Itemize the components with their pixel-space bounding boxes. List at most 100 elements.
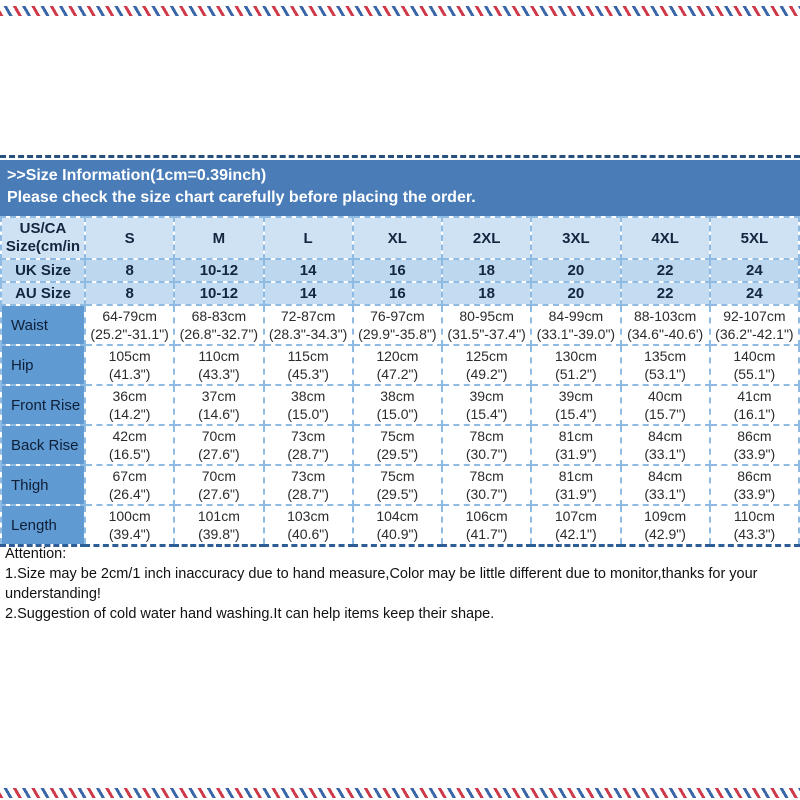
length-label: Length bbox=[0, 504, 86, 547]
back-rise-value: 70cm (27.6") bbox=[173, 424, 265, 466]
length-value: 104cm (40.9") bbox=[351, 504, 444, 547]
au-size-value: 18 bbox=[440, 281, 533, 306]
hip-value: 140cm (55.1") bbox=[708, 344, 800, 386]
length-value: 109cm (42.9") bbox=[619, 504, 711, 547]
size-system-line2: Size(cm/in bbox=[5, 238, 81, 255]
stitch-divider-top bbox=[0, 155, 800, 158]
waist-row: Waist 64-79cm (25.2"-31.1") 68-83cm (26.… bbox=[0, 304, 800, 346]
hip-value: 115cm (45.3") bbox=[262, 344, 354, 386]
size-header-row: US/CA Size(cm/in S M L XL 2XL 3XL 4XL 5X… bbox=[0, 216, 800, 260]
size-chart-table: US/CA Size(cm/in S M L XL 2XL 3XL 4XL 5X… bbox=[0, 216, 800, 547]
front-rise-value: 38cm (15.0") bbox=[262, 384, 354, 426]
length-value: 107cm (42.1") bbox=[530, 504, 622, 547]
banner-title: >>Size Information(1cm=0.39inch) bbox=[7, 167, 267, 184]
au-size-value: 10-12 bbox=[173, 281, 265, 306]
uk-size-value: 10-12 bbox=[173, 258, 265, 283]
au-size-value: 22 bbox=[619, 281, 711, 306]
hip-value: 110cm (43.3") bbox=[173, 344, 265, 386]
size-col-header: S bbox=[83, 216, 176, 260]
length-value: 101cm (39.8") bbox=[173, 504, 265, 547]
waist-value: 76-97cm (29.9"-35.8") bbox=[351, 304, 444, 346]
back-rise-row: Back Rise 42cm (16.5") 70cm (27.6") 73cm… bbox=[0, 424, 800, 466]
front-rise-row: Front Rise 36cm (14.2") 37cm (14.6") 38c… bbox=[0, 384, 800, 426]
decorative-stitch-border-bottom bbox=[0, 788, 800, 798]
decorative-stitch-border-top bbox=[0, 6, 800, 16]
size-system-header-cell: US/CA Size(cm/in bbox=[0, 216, 86, 260]
size-col-header: 4XL bbox=[619, 216, 711, 260]
uk-size-label: UK Size bbox=[0, 258, 86, 283]
uk-size-value: 16 bbox=[351, 258, 444, 283]
hip-value: 105cm (41.3") bbox=[83, 344, 176, 386]
length-row: Length 100cm (39.4") 101cm (39.8") 103cm… bbox=[0, 504, 800, 547]
uk-size-value: 24 bbox=[708, 258, 800, 283]
thigh-value: 73cm (28.7") bbox=[262, 464, 354, 506]
thigh-value: 67cm (26.4") bbox=[83, 464, 176, 506]
thigh-label: Thigh bbox=[0, 464, 86, 506]
front-rise-value: 39cm (15.4") bbox=[440, 384, 533, 426]
uk-size-value: 14 bbox=[262, 258, 354, 283]
thigh-value: 84cm (33.1") bbox=[619, 464, 711, 506]
au-size-value: 8 bbox=[83, 281, 176, 306]
front-rise-value: 39cm (15.4") bbox=[530, 384, 622, 426]
attention-line: 2.Suggestion of cold water hand washing.… bbox=[5, 606, 495, 622]
back-rise-value: 81cm (31.9") bbox=[530, 424, 622, 466]
hip-row: Hip 105cm (41.3") 110cm (43.3") 115cm (4… bbox=[0, 344, 800, 386]
length-value: 110cm (43.3") bbox=[708, 504, 800, 547]
front-rise-value: 41cm (16.1") bbox=[708, 384, 800, 426]
front-rise-value: 38cm (15.0") bbox=[351, 384, 444, 426]
uk-size-value: 8 bbox=[83, 258, 176, 283]
size-chart-sheet: >>Size Information(1cm=0.39inch) Please … bbox=[0, 155, 800, 547]
waist-value: 64-79cm (25.2"-31.1") bbox=[83, 304, 176, 346]
length-value: 103cm (40.6") bbox=[262, 504, 354, 547]
uk-size-row: UK Size 8 10-12 14 16 18 20 22 24 bbox=[0, 258, 800, 283]
front-rise-value: 40cm (15.7") bbox=[619, 384, 711, 426]
thigh-value: 70cm (27.6") bbox=[173, 464, 265, 506]
size-col-header: XL bbox=[351, 216, 444, 260]
size-col-header: 2XL bbox=[440, 216, 533, 260]
au-size-value: 20 bbox=[530, 281, 622, 306]
attention-heading: Attention: bbox=[5, 546, 67, 562]
hip-value: 135cm (53.1") bbox=[619, 344, 711, 386]
waist-value: 80-95cm (31.5"-37.4") bbox=[440, 304, 533, 346]
au-size-value: 14 bbox=[262, 281, 354, 306]
waist-value: 88-103cm (34.6"-40.6') bbox=[619, 304, 711, 346]
attention-note: Attention: 1.Size may be 2cm/1 inch inac… bbox=[5, 544, 775, 624]
front-rise-value: 37cm (14.6") bbox=[173, 384, 265, 426]
waist-value: 92-107cm (36.2"-42.1") bbox=[708, 304, 800, 346]
front-rise-label: Front Rise bbox=[0, 384, 86, 426]
thigh-value: 78cm (30.7") bbox=[440, 464, 533, 506]
uk-size-value: 18 bbox=[440, 258, 533, 283]
size-system-line1: US/CA bbox=[19, 220, 67, 237]
waist-value: 68-83cm (26.8"-32.7") bbox=[173, 304, 265, 346]
uk-size-value: 20 bbox=[530, 258, 622, 283]
hip-value: 125cm (49.2") bbox=[440, 344, 533, 386]
thigh-value: 81cm (31.9") bbox=[530, 464, 622, 506]
hip-label: Hip bbox=[0, 344, 86, 386]
waist-value: 72-87cm (28.3"-34.3") bbox=[262, 304, 354, 346]
size-col-header: 5XL bbox=[708, 216, 800, 260]
length-value: 106cm (41.7") bbox=[440, 504, 533, 547]
au-size-value: 24 bbox=[708, 281, 800, 306]
size-col-header: 3XL bbox=[530, 216, 622, 260]
size-col-header: L bbox=[262, 216, 354, 260]
attention-line: understanding! bbox=[5, 586, 101, 602]
waist-value: 84-99cm (33.1"-39.0") bbox=[530, 304, 622, 346]
banner-subtitle: Please check the size chart carefully be… bbox=[7, 189, 476, 206]
back-rise-value: 84cm (33.1") bbox=[619, 424, 711, 466]
uk-size-value: 22 bbox=[619, 258, 711, 283]
front-rise-value: 36cm (14.2") bbox=[83, 384, 176, 426]
size-info-banner: >>Size Information(1cm=0.39inch) Please … bbox=[0, 160, 800, 216]
au-size-row: AU Size 8 10-12 14 16 18 20 22 24 bbox=[0, 281, 800, 306]
back-rise-value: 42cm (16.5") bbox=[83, 424, 176, 466]
hip-value: 120cm (47.2") bbox=[351, 344, 444, 386]
back-rise-label: Back Rise bbox=[0, 424, 86, 466]
waist-label: Waist bbox=[0, 304, 86, 346]
hip-value: 130cm (51.2") bbox=[530, 344, 622, 386]
size-col-header: M bbox=[173, 216, 265, 260]
back-rise-value: 73cm (28.7") bbox=[262, 424, 354, 466]
back-rise-value: 78cm (30.7") bbox=[440, 424, 533, 466]
thigh-value: 75cm (29.5") bbox=[351, 464, 444, 506]
au-size-label: AU Size bbox=[0, 281, 86, 306]
back-rise-value: 75cm (29.5") bbox=[351, 424, 444, 466]
back-rise-value: 86cm (33.9") bbox=[708, 424, 800, 466]
